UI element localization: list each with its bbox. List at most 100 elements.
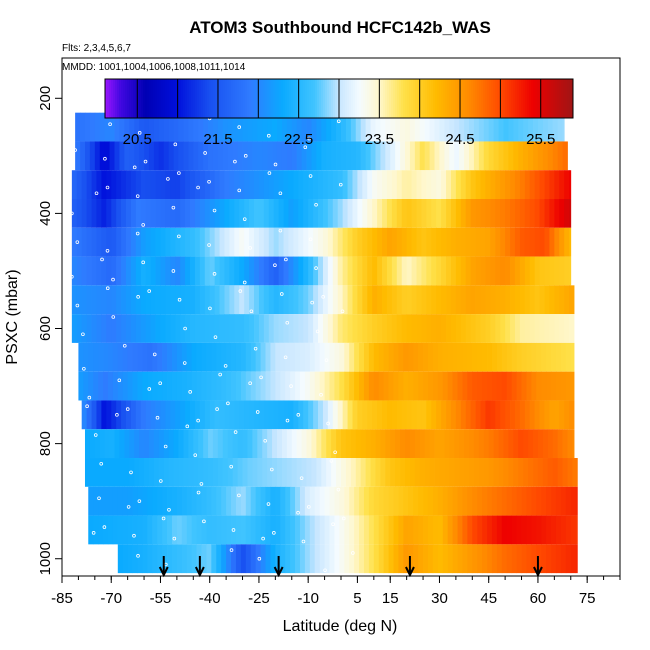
cell [211,342,217,372]
cell [158,458,165,487]
cell [139,141,145,171]
cell [564,400,570,430]
cell [363,486,370,516]
cell [439,429,445,459]
cell [303,400,309,430]
cell [373,515,380,545]
sample-marker [122,343,127,348]
cell [270,486,276,516]
colorbar-cell [143,79,146,118]
cell [447,544,453,574]
sample-marker [207,243,211,247]
cell [80,112,86,142]
cell [464,458,470,487]
cell [511,515,517,545]
colorbar-cell [151,79,154,118]
cell [362,285,368,315]
cell [111,170,117,200]
sample-marker [308,174,313,178]
cell [206,515,212,545]
cell [546,486,552,516]
cell [227,458,234,487]
cell [165,314,171,343]
cell [555,342,562,372]
cell [295,342,301,372]
cell [293,170,299,200]
colorbar-cell [113,79,116,118]
colorbar-cell [279,79,282,118]
sample-marker [136,554,140,558]
cell [311,112,317,142]
cell [273,256,280,286]
cell [272,141,278,171]
cell [345,112,352,142]
colorbar-cell [205,79,208,118]
cell [76,199,83,228]
cell [450,227,457,257]
cell [386,227,393,257]
cell [564,227,570,257]
colorbar-cell [137,79,140,118]
cell [137,371,143,401]
colorbar-cell [457,79,460,118]
cell [355,112,362,142]
cell [290,486,296,516]
cell [268,170,275,200]
cell [344,342,350,372]
sample-marker [126,505,131,509]
cell [170,256,176,286]
colorbar-cell [571,79,574,118]
cell [106,400,112,430]
colorbar-cell [127,79,130,118]
cell [510,227,516,257]
colorbar-cell [519,79,522,118]
cell [324,515,330,545]
cell [426,400,432,430]
cell [247,458,253,487]
colorbar-cell [107,79,110,118]
cell [178,458,184,487]
cell [229,256,235,286]
sample-marker [196,185,200,190]
colorbar-cell [503,79,506,118]
cell [431,170,437,200]
cell [109,458,115,487]
cell [418,486,424,516]
band-p250 [75,112,565,142]
cell [424,112,431,142]
cell [88,371,94,401]
cell [331,141,337,171]
cell [359,486,365,516]
cell [135,314,142,343]
cell [104,429,110,459]
cell [170,199,176,228]
cell [311,458,317,487]
cell [204,256,211,286]
cell [144,458,150,487]
cell [342,227,348,257]
cell [194,400,201,430]
cell [400,429,406,459]
cell [142,544,148,574]
cell [222,112,229,142]
cell [480,285,486,315]
cell [252,429,258,459]
cell [157,342,163,372]
cell [93,371,99,401]
cell [137,515,143,545]
cell [150,400,156,430]
cell [536,342,542,372]
cell [176,486,183,516]
cell [487,486,493,516]
colorbar-cell [485,79,488,118]
flights-subtitle: Flts: 2,3,4,5,6,7 [62,43,131,54]
cell [554,400,560,430]
cell [291,429,298,459]
cell [308,170,314,200]
cell [173,458,179,487]
sample-marker [266,133,271,138]
cell [178,429,184,459]
cell [401,199,408,228]
cell [276,112,283,142]
cell [421,199,427,228]
